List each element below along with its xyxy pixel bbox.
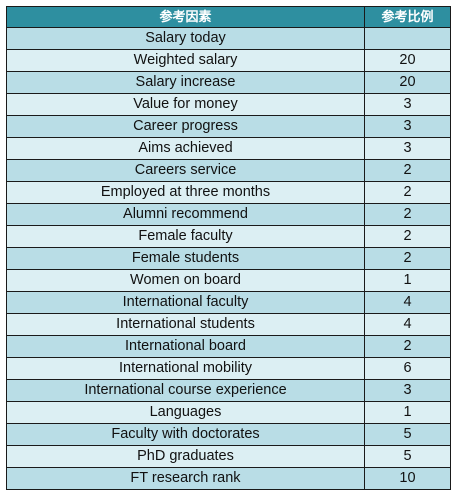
table-row: International course experience 3 (6, 379, 451, 402)
weight-cell: 1 (364, 269, 451, 292)
table-row: Languages 1 (6, 401, 451, 424)
factor-cell: Career progress (6, 115, 365, 138)
table-row: Aims achieved 3 (6, 137, 451, 160)
table-header-row: 参考因素 参考比例 (6, 6, 451, 28)
weight-cell: 2 (364, 225, 451, 248)
factor-cell: International course experience (6, 379, 365, 402)
factor-cell: Languages (6, 401, 365, 424)
table-row: International board 2 (6, 335, 451, 358)
factor-cell: International mobility (6, 357, 365, 380)
table-row: Career progress 3 (6, 115, 451, 138)
table-row: Alumni recommend 2 (6, 203, 451, 226)
weight-cell: 6 (364, 357, 451, 380)
header-factor: 参考因素 (6, 6, 365, 28)
ranking-table-container: 参考因素 参考比例 Salary today Weighted salary 20 S… (6, 6, 451, 490)
factor-cell: Aims achieved (6, 137, 365, 160)
factor-cell: Female faculty (6, 225, 365, 248)
weight-cell: 4 (364, 313, 451, 336)
weight-cell: 2 (364, 203, 451, 226)
factor-cell: Alumni recommend (6, 203, 365, 226)
weight-cell: 3 (364, 93, 451, 116)
factor-cell: Salary today (6, 27, 365, 50)
table-row: Female students 2 (6, 247, 451, 270)
ranking-weights-table: 参考因素 参考比例 Salary today Weighted salary 20 S… (6, 6, 451, 490)
table-row: Women on board 1 (6, 269, 451, 292)
factor-cell: Salary increase (6, 71, 365, 94)
table-row: Value for money 3 (6, 93, 451, 116)
weight-cell: 20 (364, 71, 451, 94)
factor-cell: Female students (6, 247, 365, 270)
table-row: Faculty with doctorates 5 (6, 423, 451, 446)
header-weight: 参考比例 (364, 6, 451, 28)
weight-cell: 2 (364, 181, 451, 204)
table-row: PhD graduates 5 (6, 445, 451, 468)
factor-cell: Faculty with doctorates (6, 423, 365, 446)
factor-cell: Value for money (6, 93, 365, 116)
weight-cell: 20 (364, 49, 451, 72)
weight-cell: 4 (364, 291, 451, 314)
table-row: Employed at three months 2 (6, 181, 451, 204)
factor-cell: FT research rank (6, 467, 365, 490)
factor-cell: International students (6, 313, 365, 336)
factor-cell: International faculty (6, 291, 365, 314)
factor-cell: Employed at three months (6, 181, 365, 204)
table-row: Weighted salary 20 (6, 49, 451, 72)
factor-cell: International board (6, 335, 365, 358)
weight-cell: 3 (364, 115, 451, 138)
weight-cell: 2 (364, 335, 451, 358)
weight-cell: 1 (364, 401, 451, 424)
weight-cell: 3 (364, 379, 451, 402)
factor-cell: PhD graduates (6, 445, 365, 468)
weight-cell: 10 (364, 467, 451, 490)
factor-cell: Weighted salary (6, 49, 365, 72)
weight-cell: 5 (364, 445, 451, 468)
table-row: International faculty 4 (6, 291, 451, 314)
table-row: International mobility 6 (6, 357, 451, 380)
table-row: International students 4 (6, 313, 451, 336)
table-body: Salary today Weighted salary 20 Salary incr… (6, 27, 451, 490)
weight-cell (364, 27, 451, 50)
table-row: Salary today (6, 27, 451, 50)
weight-cell: 5 (364, 423, 451, 446)
weight-cell: 2 (364, 159, 451, 182)
table-row: Female faculty 2 (6, 225, 451, 248)
table-row: Salary increase 20 (6, 71, 451, 94)
factor-cell: Women on board (6, 269, 365, 292)
weight-cell: 3 (364, 137, 451, 160)
factor-cell: Careers service (6, 159, 365, 182)
table-row: Careers service 2 (6, 159, 451, 182)
weight-cell: 2 (364, 247, 451, 270)
table-row: FT research rank 10 (6, 467, 451, 490)
